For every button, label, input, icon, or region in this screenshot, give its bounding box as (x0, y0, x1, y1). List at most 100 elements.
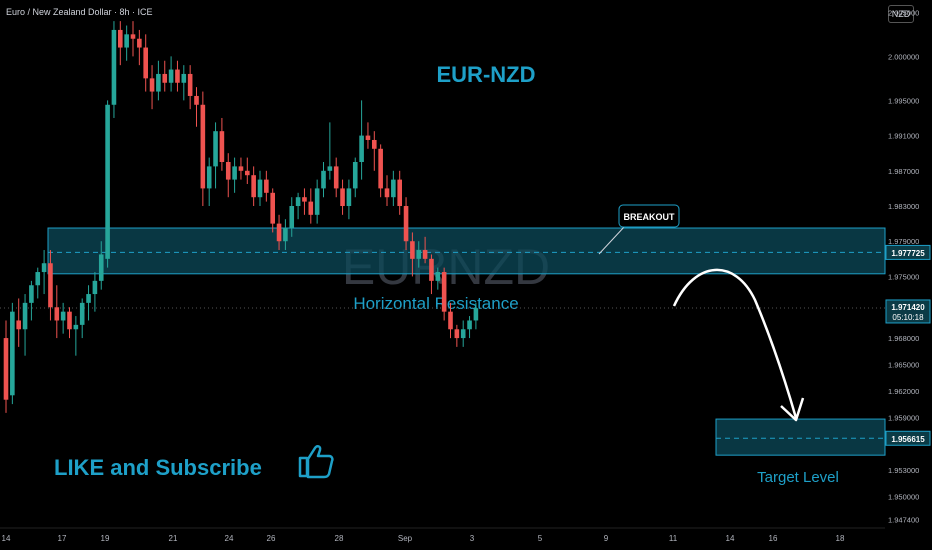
y-tick-label: 2.000000 (888, 52, 919, 61)
resistance-price-tag: 1.977725 (891, 249, 925, 258)
candle-body (213, 131, 218, 167)
y-tick-label: 2.005000 (888, 8, 919, 17)
candle (340, 179, 345, 215)
candle (270, 188, 275, 233)
candle-body (308, 201, 314, 215)
candle-body (441, 272, 447, 312)
candle-body (314, 188, 320, 215)
candle-body (149, 78, 155, 92)
candle-body (321, 170, 326, 189)
candle (219, 117, 225, 171)
candle-body (16, 320, 21, 330)
candle-body (251, 175, 256, 198)
candle (137, 29, 142, 66)
candle (149, 65, 155, 110)
resistance-price-tag-bg (885, 244, 931, 260)
candle-body (270, 192, 275, 224)
y-tick-label: 1.953000 (888, 466, 919, 475)
y-tick-label: 1.962000 (888, 387, 919, 396)
candle-body (397, 179, 402, 207)
candle-body (137, 38, 142, 48)
candle-body (454, 329, 460, 339)
candle (283, 219, 288, 251)
candle-body (264, 179, 269, 193)
y-tick-label: 1.947400 (888, 515, 919, 524)
candle-body (98, 254, 104, 281)
candle-body (435, 272, 441, 281)
candle (143, 34, 148, 92)
candle (295, 192, 301, 220)
candle-body (232, 166, 237, 180)
y-tick-label: 1.975000 (888, 272, 919, 281)
candle (448, 302, 453, 339)
x-tick-label: 17 (58, 534, 67, 543)
candle (194, 87, 199, 127)
candle-body (391, 179, 396, 198)
candle-body (378, 148, 383, 189)
candle (48, 250, 53, 321)
x-tick-label: 11 (669, 534, 678, 543)
candle-body (327, 166, 333, 171)
x-tick-label: 18 (836, 534, 845, 543)
candle-body (460, 329, 466, 339)
candle (276, 214, 282, 251)
resistance-zone (47, 227, 886, 275)
candle (16, 298, 21, 347)
candle (264, 170, 269, 202)
breakout-box (618, 204, 680, 228)
thumbs-up-icon (298, 445, 334, 479)
currency-button[interactable]: NZD (888, 5, 914, 23)
x-tick-label: 21 (169, 534, 178, 543)
candle-body (54, 307, 60, 321)
candle-body (67, 311, 72, 330)
candle (251, 166, 256, 207)
candle (410, 232, 415, 277)
y-tick-label: 1.968000 (888, 334, 919, 343)
candle (384, 175, 390, 207)
x-tick-label: 3 (470, 534, 475, 543)
thumbs-up-cuff (298, 456, 309, 478)
candle-body (181, 73, 187, 83)
candle (308, 188, 314, 224)
resistance-label: Horizontal Resistance (353, 294, 518, 313)
candle (225, 153, 231, 198)
candle (397, 170, 402, 215)
chart-title: EUR-NZD (437, 62, 536, 87)
projection-arrow (672, 268, 798, 419)
x-tick-label: 9 (604, 534, 609, 543)
candle-body (283, 228, 288, 242)
candle (289, 197, 295, 237)
candle-body (73, 324, 79, 330)
y-tick-label: 1.965000 (888, 360, 919, 369)
x-tick-label: 26 (267, 534, 276, 543)
candle-body (194, 95, 199, 105)
candle-body (302, 197, 307, 202)
candle-body (3, 338, 9, 400)
candle (168, 56, 174, 92)
candle (454, 324, 460, 347)
candle-body (340, 188, 345, 207)
candle (346, 179, 352, 220)
candle-body (448, 311, 453, 330)
candle-body (257, 179, 263, 198)
thumbs-up-hand (306, 445, 334, 479)
candle-body (225, 161, 231, 180)
candle (359, 100, 364, 180)
y-tick-label: 1.979000 (888, 237, 919, 246)
candle-body (105, 104, 110, 259)
candle-body (473, 308, 479, 321)
candle-body (346, 188, 352, 207)
candle (162, 60, 168, 92)
candle (302, 188, 307, 215)
target-zone (715, 418, 886, 456)
candle-body (219, 131, 225, 162)
breakout-pointer (598, 225, 626, 255)
candle (416, 241, 422, 268)
candle (41, 250, 47, 295)
candle (60, 302, 66, 334)
candle (372, 131, 377, 171)
x-tick-label: 19 (101, 534, 110, 543)
candle-body (187, 73, 193, 96)
candle-body (429, 258, 434, 281)
